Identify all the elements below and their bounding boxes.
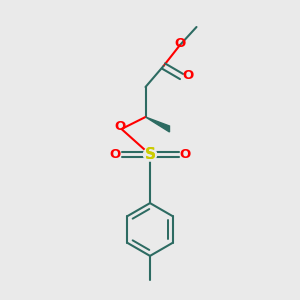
- Text: S: S: [145, 147, 155, 162]
- Text: S: S: [145, 147, 155, 162]
- Circle shape: [143, 148, 157, 161]
- Text: O: O: [182, 69, 194, 82]
- Polygon shape: [146, 117, 170, 132]
- Text: O: O: [109, 148, 121, 161]
- Text: O: O: [114, 120, 126, 133]
- Text: O: O: [179, 148, 191, 161]
- Text: O: O: [174, 37, 186, 50]
